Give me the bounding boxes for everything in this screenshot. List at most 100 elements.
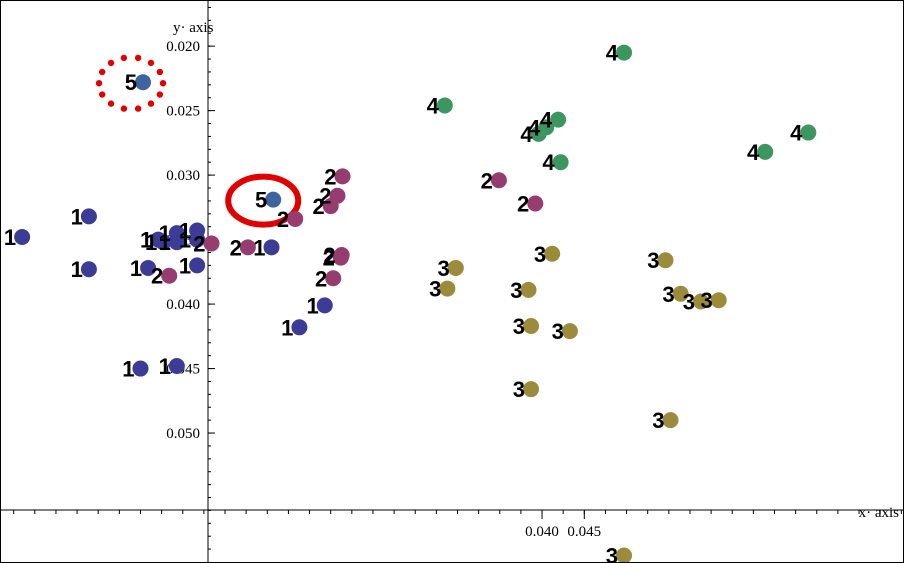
point-label-series-3: 3 bbox=[652, 408, 664, 433]
point-label-series-2: 2 bbox=[323, 243, 335, 268]
dotted-highlight-dot bbox=[134, 105, 142, 112]
data-points bbox=[14, 44, 817, 562]
point-label-series-3: 3 bbox=[510, 278, 522, 303]
data-point-series-5 bbox=[135, 74, 152, 91]
point-label-series-3: 3 bbox=[606, 544, 618, 562]
dotted-highlight-dot bbox=[107, 100, 115, 107]
dotted-highlight-dot bbox=[98, 91, 106, 98]
point-label-series-1: 1 bbox=[130, 256, 142, 281]
data-point-series-4 bbox=[616, 44, 633, 61]
data-point-series-2 bbox=[239, 239, 256, 256]
point-label-series-4: 4 bbox=[542, 150, 555, 175]
point-label-series-1: 1 bbox=[179, 219, 191, 244]
point-label-series-3: 3 bbox=[429, 277, 441, 302]
point-label-series-4: 4 bbox=[790, 121, 803, 146]
point-label-series-3: 3 bbox=[513, 377, 525, 402]
data-point-series-1 bbox=[80, 261, 97, 278]
data-point-series-3 bbox=[561, 323, 578, 340]
dotted-highlight-dot bbox=[98, 68, 106, 76]
point-label-series-3: 3 bbox=[683, 289, 695, 314]
dotted-highlight-dot bbox=[147, 59, 155, 67]
dotted-highlight-dot bbox=[120, 105, 128, 112]
y-tick-label: 0.030 bbox=[166, 168, 200, 184]
dotted-highlight-dot bbox=[159, 80, 167, 87]
data-point-series-4 bbox=[550, 111, 567, 128]
point-label-series-2: 2 bbox=[151, 264, 163, 289]
data-point-series-5 bbox=[265, 191, 282, 208]
data-point-series-2 bbox=[287, 210, 304, 227]
point-label-series-1: 1 bbox=[122, 357, 134, 382]
y-tick-label: 0.020 bbox=[166, 39, 200, 55]
data-point-series-2 bbox=[325, 270, 342, 287]
point-label-series-4: 4 bbox=[427, 93, 440, 118]
point-label-series-1: 1 bbox=[71, 257, 83, 282]
data-point-series-4 bbox=[757, 143, 774, 160]
dotted-highlight-dot bbox=[147, 100, 155, 107]
point-label-series-4: 4 bbox=[540, 108, 553, 133]
data-point-series-3 bbox=[672, 285, 689, 302]
data-point-series-2 bbox=[334, 168, 351, 185]
data-point-series-4 bbox=[436, 97, 453, 114]
point-label-series-1: 1 bbox=[159, 230, 171, 255]
point-label-series-2: 2 bbox=[230, 235, 242, 260]
x-tick-label: 0.045 bbox=[567, 524, 601, 540]
point-label-series-2: 2 bbox=[481, 168, 493, 193]
data-point-series-3 bbox=[447, 259, 464, 276]
point-label-series-1: 1 bbox=[4, 225, 16, 250]
dotted-highlight-dot bbox=[107, 59, 115, 67]
solid-highlight-circle bbox=[225, 173, 302, 228]
data-point-series-1 bbox=[14, 229, 31, 246]
point-label-series-4: 4 bbox=[528, 115, 541, 140]
point-label-series-1: 1 bbox=[159, 221, 171, 246]
point-label-series-2: 2 bbox=[277, 207, 289, 232]
point-label-series-2: 2 bbox=[193, 231, 205, 256]
dotted-highlight-dot bbox=[120, 54, 128, 62]
data-point-series-1 bbox=[291, 319, 308, 336]
point-label-series-1: 1 bbox=[179, 253, 191, 278]
point-label-series-3: 3 bbox=[534, 242, 546, 267]
y-tick-label: 0.050 bbox=[166, 426, 200, 442]
data-point-series-2 bbox=[161, 267, 178, 284]
data-point-series-1 bbox=[140, 259, 157, 276]
data-point-series-3 bbox=[523, 381, 540, 398]
data-point-series-1 bbox=[155, 234, 172, 251]
dotted-highlight-dot bbox=[156, 68, 164, 76]
dotted-highlight-dot bbox=[134, 54, 142, 62]
dotted-highlight-dot bbox=[95, 80, 103, 87]
data-point-series-2 bbox=[322, 198, 339, 215]
x-tick-label: 0.040 bbox=[525, 524, 559, 540]
data-point-series-1 bbox=[316, 297, 333, 314]
data-point-series-4 bbox=[552, 154, 569, 171]
data-point-series-3 bbox=[616, 547, 633, 562]
data-point-series-1 bbox=[263, 239, 280, 256]
point-label-series-3: 3 bbox=[513, 314, 525, 339]
data-point-series-2 bbox=[203, 235, 220, 252]
y-axis-title: y· axis bbox=[173, 20, 214, 36]
point-label-series-4: 4 bbox=[520, 122, 533, 147]
y-tick-label: 0.025 bbox=[166, 104, 200, 120]
data-point-series-4 bbox=[530, 125, 547, 142]
data-point-series-3 bbox=[439, 280, 456, 297]
data-point-series-1 bbox=[168, 225, 185, 242]
point-label-series-1: 1 bbox=[307, 293, 319, 318]
data-point-series-2 bbox=[490, 172, 507, 189]
data-point-series-2 bbox=[332, 249, 349, 266]
data-point-series-1 bbox=[80, 208, 97, 225]
point-label-series-4: 4 bbox=[747, 140, 760, 165]
annotations bbox=[95, 54, 302, 228]
data-point-series-3 bbox=[544, 245, 561, 262]
point-label-series-1: 1 bbox=[140, 228, 152, 253]
point-label-series-1: 1 bbox=[159, 354, 171, 379]
point-label-series-5: 5 bbox=[125, 70, 137, 95]
point-label-series-3: 3 bbox=[647, 248, 659, 273]
point-label-series-2: 2 bbox=[517, 191, 529, 216]
point-label-series-2: 2 bbox=[323, 246, 335, 271]
y-tick-label: 0.040 bbox=[166, 297, 200, 313]
data-point-series-3 bbox=[710, 292, 727, 309]
point-label-series-2: 2 bbox=[312, 194, 324, 219]
point-label-series-1: 1 bbox=[71, 204, 83, 229]
